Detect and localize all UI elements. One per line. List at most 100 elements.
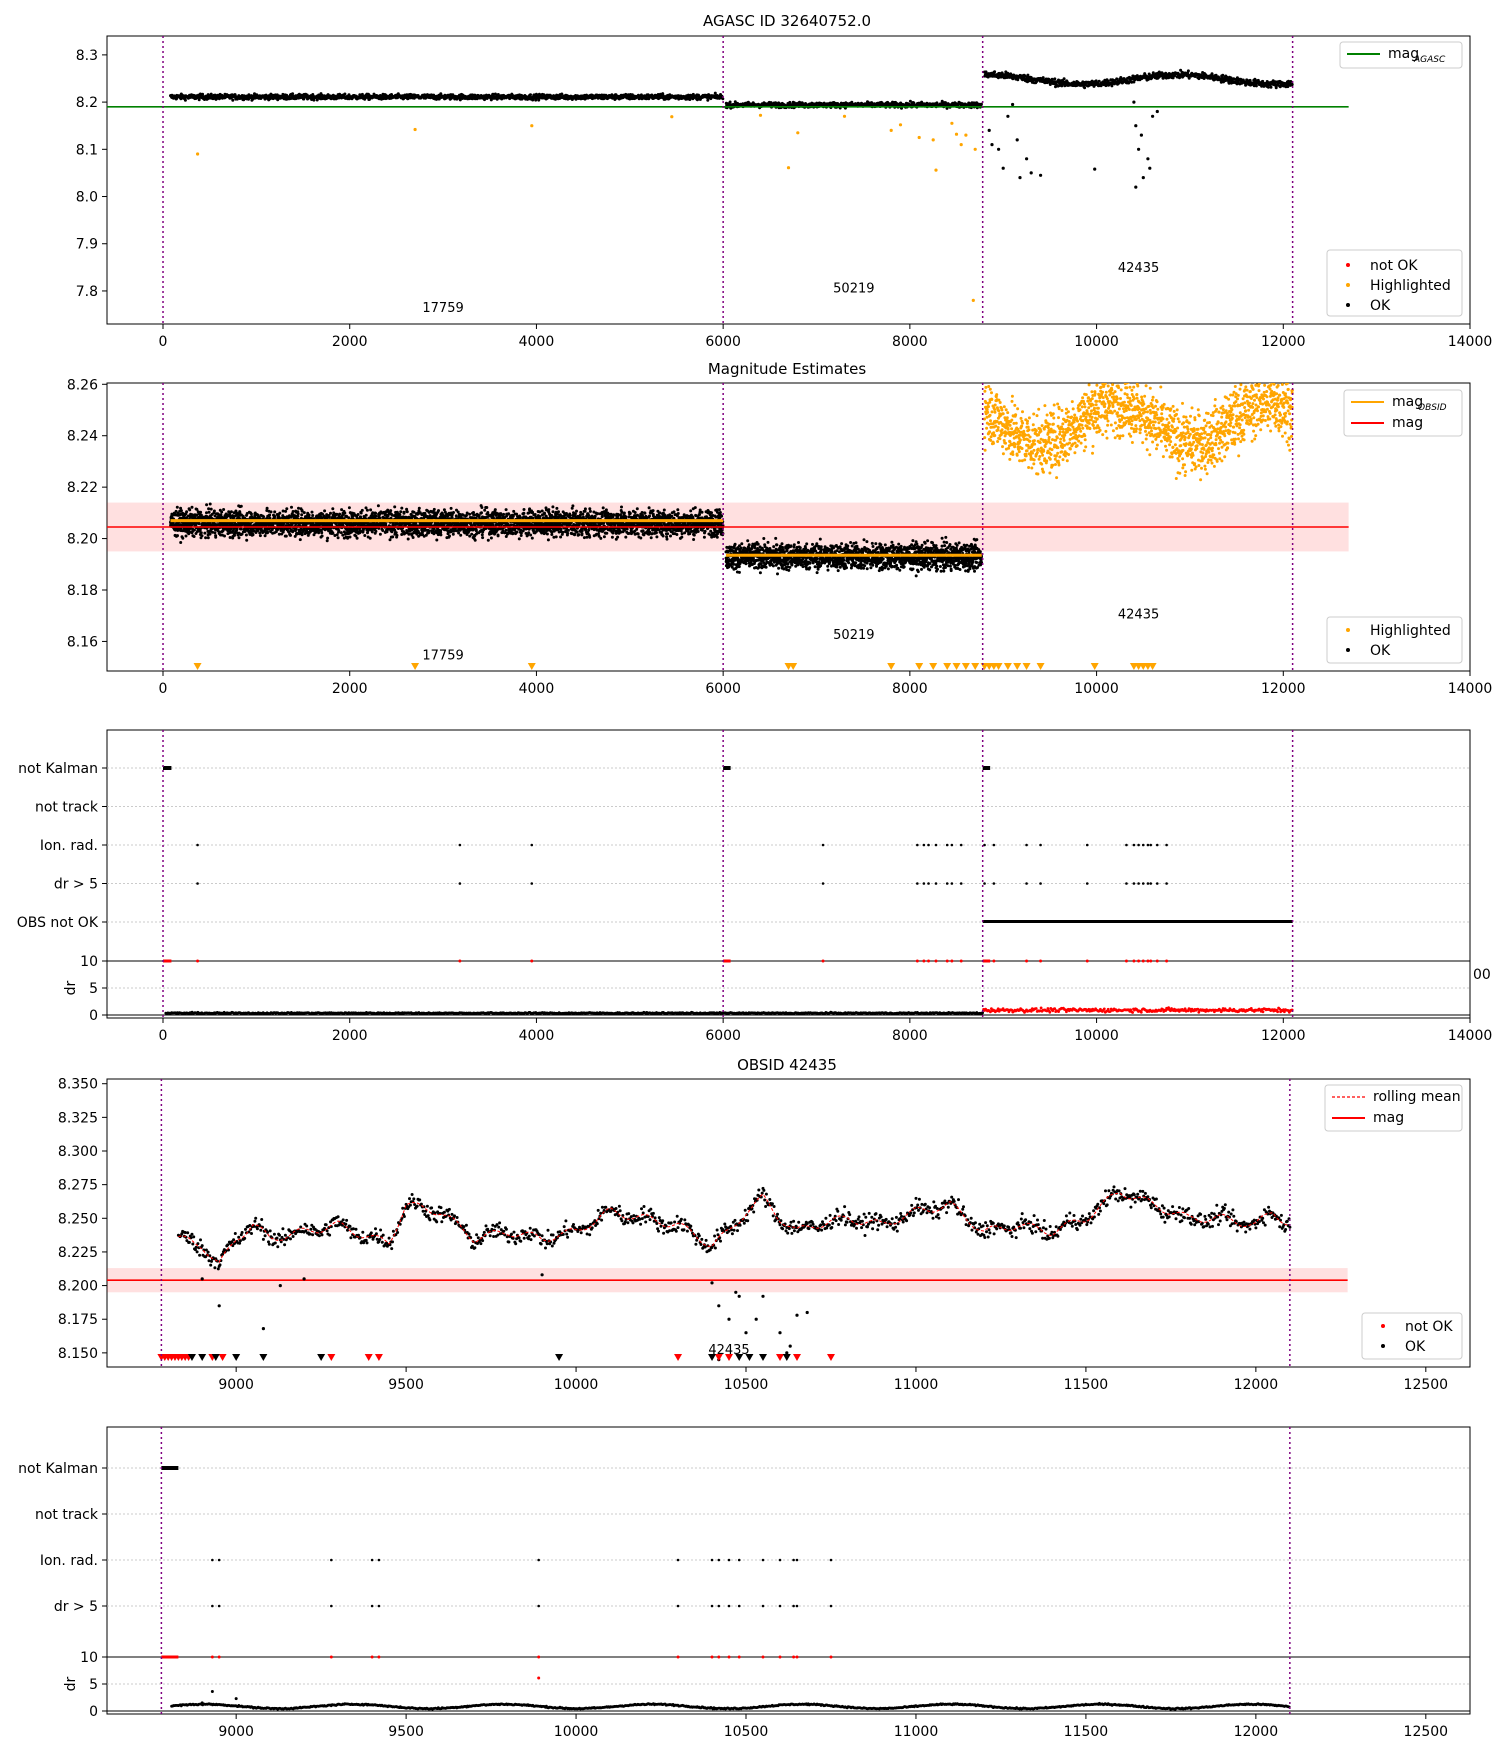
ok-point xyxy=(292,510,295,513)
ok-point xyxy=(285,535,288,538)
x-tick-label: 0 xyxy=(159,681,168,697)
legend-label: AGASC xyxy=(1413,55,1446,65)
ok-point xyxy=(1142,176,1145,179)
highlighted-point xyxy=(964,134,967,137)
ok-point xyxy=(184,99,187,102)
ok-point xyxy=(181,537,184,540)
ok-point xyxy=(268,514,271,517)
highlighted-point xyxy=(918,136,921,139)
legend-label: Highlighted xyxy=(1370,278,1451,294)
ok-point xyxy=(213,531,216,534)
ok-point xyxy=(997,148,1000,151)
ok-point xyxy=(229,536,232,539)
ok-point xyxy=(356,537,359,540)
ok-point xyxy=(389,538,392,541)
highlighted-point xyxy=(414,128,417,131)
legend-label: OK xyxy=(1370,298,1391,314)
ok-point xyxy=(347,516,350,519)
ok-point xyxy=(366,509,369,512)
x-tick-label: 4000 xyxy=(519,681,555,697)
ok-point xyxy=(199,511,202,514)
x-tick-label: 4000 xyxy=(519,334,555,350)
ok-point xyxy=(201,534,204,537)
ok-point xyxy=(278,512,281,515)
ok-point xyxy=(185,535,188,538)
ok-point xyxy=(379,533,382,536)
ok-point xyxy=(245,539,248,542)
ok-point xyxy=(321,535,324,538)
ok-point xyxy=(407,538,410,541)
x-tick-label: 12000 xyxy=(1261,681,1306,697)
ok-point xyxy=(393,505,396,508)
obsid-label: 50219 xyxy=(833,281,874,296)
ok-point xyxy=(300,513,303,516)
ok-point xyxy=(343,512,346,515)
ok-point xyxy=(374,530,377,533)
ok-point xyxy=(348,506,351,509)
ok-point xyxy=(1083,86,1086,89)
ok-point xyxy=(311,511,314,514)
ok-point xyxy=(230,510,233,513)
ok-point xyxy=(223,535,226,538)
ok-point xyxy=(231,99,234,102)
ok-point xyxy=(1011,103,1014,106)
ok-point xyxy=(1018,176,1021,179)
ok-point xyxy=(361,509,364,512)
ok-point xyxy=(714,92,717,95)
ok-point xyxy=(386,530,389,533)
ok-point xyxy=(337,536,340,539)
ok-point xyxy=(207,536,210,539)
legend-label: not OK xyxy=(1370,258,1418,274)
ok-point xyxy=(1006,115,1009,118)
highlighted-point xyxy=(759,114,762,117)
x-tick-label: 12000 xyxy=(1261,334,1306,350)
ok-point xyxy=(210,508,213,511)
ok-point xyxy=(988,129,991,132)
ok-point xyxy=(330,522,333,525)
ok-point xyxy=(1270,86,1273,89)
ok-point xyxy=(273,510,276,513)
legend-marker xyxy=(1346,263,1350,267)
ok-point xyxy=(266,507,269,510)
y-tick-label: 7.9 xyxy=(76,237,98,253)
ok-point xyxy=(337,529,340,532)
ok-point xyxy=(200,531,203,534)
ok-point xyxy=(406,510,409,513)
ok-point xyxy=(815,102,818,105)
ok-point xyxy=(1146,157,1149,160)
x-tick-label: 2000 xyxy=(332,681,368,697)
ok-point xyxy=(252,533,255,536)
ok-point xyxy=(259,534,262,537)
x-tick-label: 6000 xyxy=(705,334,741,350)
ok-point xyxy=(398,513,401,516)
ok-point xyxy=(400,533,403,536)
ok-point xyxy=(188,508,191,511)
highlighted-point xyxy=(890,129,893,132)
ok-point xyxy=(1134,124,1137,127)
ok-point xyxy=(990,143,993,146)
x-tick-label: 8000 xyxy=(892,681,928,697)
ok-point xyxy=(270,510,273,513)
ok-point xyxy=(205,511,208,514)
ok-point xyxy=(209,503,212,506)
highlighted-point xyxy=(972,299,975,302)
ok-point xyxy=(1132,101,1135,104)
y-tick-label: 8.22 xyxy=(67,480,98,496)
ok-point xyxy=(1025,157,1028,160)
highlighted-point xyxy=(960,143,963,146)
ok-point xyxy=(218,531,221,534)
highlighted-point xyxy=(787,166,790,169)
ok-point xyxy=(1148,167,1151,170)
ok-point xyxy=(240,505,243,508)
highlighted-point xyxy=(899,123,902,126)
ok-point xyxy=(214,536,217,539)
ok-point xyxy=(365,514,368,517)
panel-title: AGASC ID 32640752.0 xyxy=(703,12,871,30)
ok-point xyxy=(233,534,236,537)
ok-point xyxy=(375,515,378,518)
ok-point xyxy=(1134,186,1137,189)
y-tick-label: 7.8 xyxy=(76,284,98,300)
ok-point xyxy=(176,506,179,509)
